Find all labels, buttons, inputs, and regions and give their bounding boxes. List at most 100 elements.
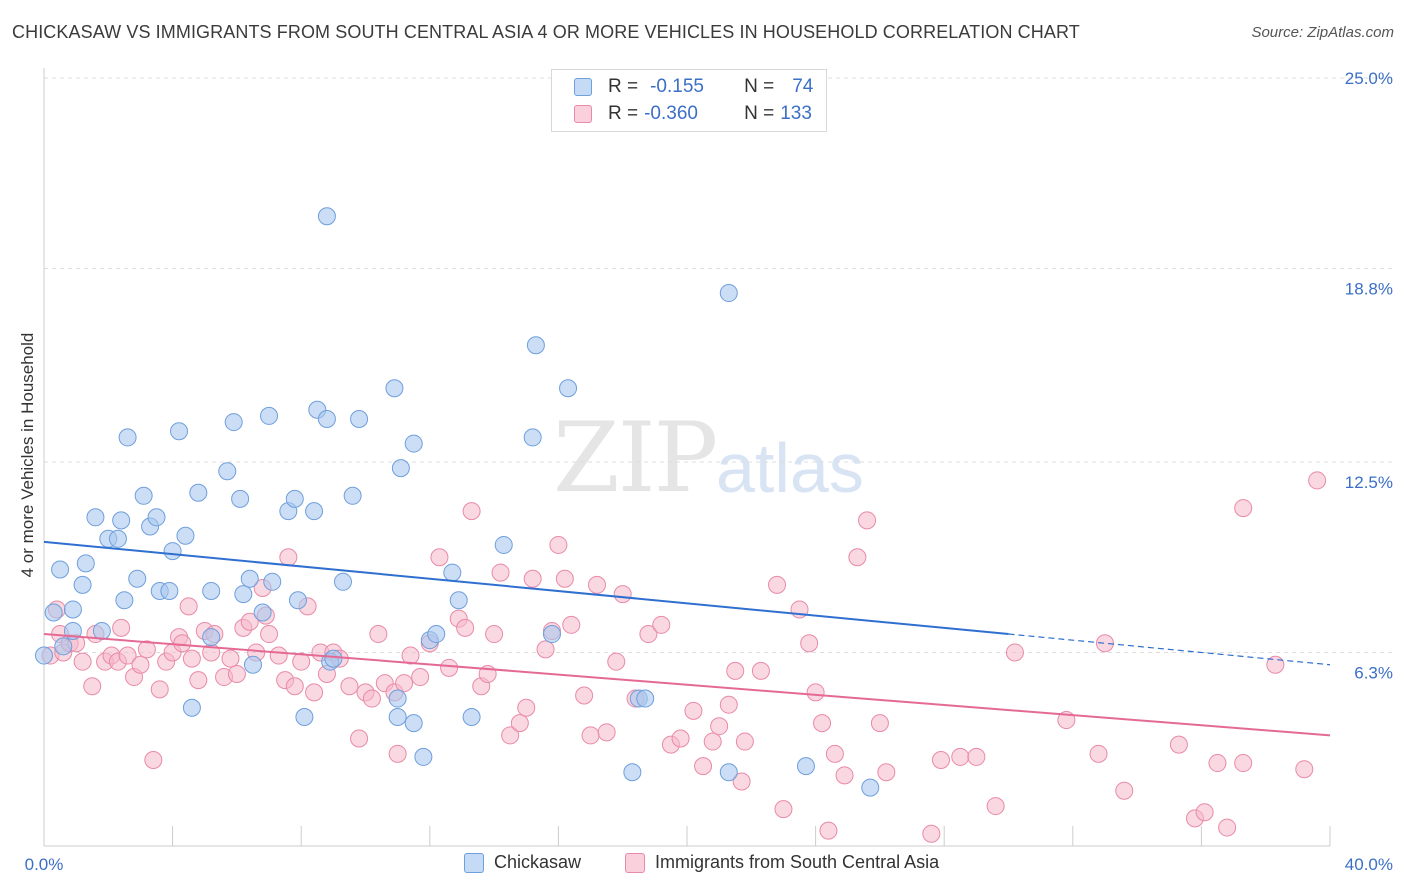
chickasaw-point [260,406,279,425]
chickasaw-point [112,511,131,530]
immigrants-point [1089,744,1108,763]
legend-swatch-chickasaw [574,78,592,96]
immigrants-point [388,744,407,763]
chickasaw-point [35,646,53,665]
immigrants-point [562,615,581,634]
immigrants-point [440,658,459,677]
legend-r-label: R = [608,103,639,124]
legend-n-label: N = [744,103,775,124]
immigrants-point [549,535,568,554]
chickasaw-point [73,575,92,594]
immigrants-point [350,729,369,748]
chickasaw-point [523,428,542,447]
immigrants-point [485,625,504,644]
immigrants-point [144,750,163,769]
immigrants-point [1218,818,1237,837]
chickasaw-point [404,714,423,733]
immigrants-point [491,563,510,582]
immigrants-point [285,677,304,696]
watermark-zip: ZIP [553,402,718,514]
chickasaw-point [44,603,63,622]
immigrants-point [732,772,751,791]
legend-item-chickasaw: Chickasaw [464,852,581,873]
immigrants-point [83,677,102,696]
legend-r-label: R = [608,76,639,97]
immigrants-point [269,646,288,665]
immigrants-point [395,674,414,693]
legend-row-chickasaw: R = -0.155 N = 74 [574,75,813,99]
chickasaw-point [636,689,655,708]
chickasaw-point [263,572,282,591]
legend-n-label: N = [744,76,775,97]
chickasaw-point [295,707,314,726]
x-tick-label: 40.0% [1345,855,1393,874]
immigrants-point [462,502,481,521]
chickasaw-point [240,569,259,588]
immigrants-point [1169,735,1188,754]
immigrants-point [671,729,690,748]
chickasaw-point [224,413,243,432]
chickasaw-point [559,379,578,398]
immigrants-point [710,717,729,736]
chickasaw-point [288,591,307,610]
immigrants-trendline [43,633,1331,737]
immigrants-point [118,646,137,665]
legend-r-value: -0.155 [650,76,704,97]
immigrants-point [240,612,259,631]
immigrants-point [931,750,950,769]
immigrants-point [73,652,92,671]
chickasaw-point [388,707,407,726]
legend-item-immigrants: Immigrants from South Central Asia [625,852,939,873]
chickasaw-point [115,591,134,610]
chickasaw-point [449,591,468,610]
chickasaw-point [623,763,642,782]
source-label: Source: ZipAtlas.com [1251,24,1394,41]
immigrants-point [279,548,298,567]
chickasaw-point [305,502,324,521]
chickasaw-point [118,428,137,447]
chickasaw-point [170,422,189,441]
immigrants-point [510,714,529,733]
immigrants-point [369,625,388,644]
immigrants-point [587,575,606,594]
chickasaw-point [176,526,195,545]
chickasaw-point [343,486,362,505]
immigrants-point [951,747,970,766]
chickasaw-point [385,379,404,398]
chickasaw-point [462,707,481,726]
chickasaw-point [404,434,423,453]
immigrants-point [800,634,819,653]
immigrants-point [362,689,381,708]
chickasaw-point [189,483,208,502]
immigrants-point [922,824,941,843]
immigrants-point [227,664,246,683]
chickasaw-point [76,554,95,573]
immigrants-point [735,732,754,751]
chickasaw-point [526,336,545,355]
chickasaw-point [92,621,111,640]
chickasaw-point [231,489,250,508]
immigrants-point [870,714,889,733]
chickasaw-point [128,569,147,588]
chickasaw-point [427,625,446,644]
immigrants-point [456,618,475,637]
immigrants-point [1115,781,1134,800]
immigrants-point [806,683,825,702]
chickasaw-point [51,560,70,579]
immigrants-point [260,625,279,644]
chickasaw-point [234,585,253,604]
chickasaw-point [54,637,73,656]
immigrants-point [774,800,793,819]
immigrants-point [1208,754,1227,773]
immigrants-point [877,763,896,782]
x-tick-label: 0.0% [25,855,64,874]
immigrants-point [597,723,616,742]
chickasaw-point [243,655,262,674]
immigrants-point [575,686,594,705]
watermark-atlas: atlas [716,429,864,507]
immigrants-point [639,625,658,644]
chickasaw-point [285,489,304,508]
chickasaw-point [108,529,127,548]
chickasaw-point [350,409,369,428]
immigrants-point [1005,643,1024,662]
